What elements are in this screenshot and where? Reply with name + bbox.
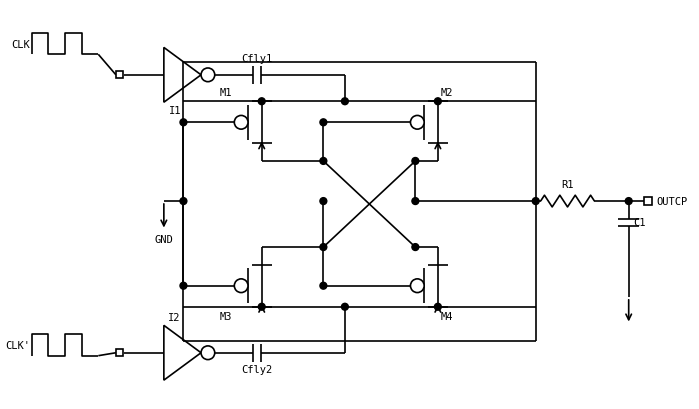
Text: M4: M4 <box>441 311 454 321</box>
Text: C1: C1 <box>633 218 646 227</box>
Circle shape <box>435 99 441 106</box>
Text: OUTCP: OUTCP <box>656 197 687 207</box>
Text: GND: GND <box>154 235 173 245</box>
Circle shape <box>180 119 187 126</box>
Text: M1: M1 <box>220 88 232 98</box>
Circle shape <box>234 279 248 293</box>
Circle shape <box>533 198 539 205</box>
Circle shape <box>180 283 187 290</box>
Text: CLK: CLK <box>11 39 30 49</box>
Text: CLK': CLK' <box>5 340 30 350</box>
Bar <box>644 198 652 205</box>
Circle shape <box>259 99 265 106</box>
Circle shape <box>410 279 424 293</box>
Circle shape <box>342 99 348 106</box>
Text: Cfly1: Cfly1 <box>241 54 273 64</box>
Circle shape <box>412 158 419 165</box>
Circle shape <box>320 119 327 126</box>
Circle shape <box>435 303 441 310</box>
Circle shape <box>201 346 215 360</box>
Circle shape <box>234 116 248 130</box>
Text: Cfly2: Cfly2 <box>241 364 273 375</box>
Circle shape <box>201 69 215 83</box>
Circle shape <box>259 303 265 310</box>
Text: I1: I1 <box>168 106 181 116</box>
Circle shape <box>410 116 424 130</box>
Circle shape <box>320 198 327 205</box>
Circle shape <box>626 198 632 205</box>
Text: R1: R1 <box>561 180 574 190</box>
Circle shape <box>180 198 187 205</box>
Circle shape <box>320 244 327 251</box>
Text: M3: M3 <box>220 311 232 321</box>
Text: M2: M2 <box>441 88 454 98</box>
Circle shape <box>412 198 419 205</box>
Text: I2: I2 <box>168 312 180 323</box>
Circle shape <box>412 244 419 251</box>
Circle shape <box>342 303 348 310</box>
Bar <box>117 349 123 356</box>
Circle shape <box>320 283 327 290</box>
Circle shape <box>320 158 327 165</box>
Bar <box>117 72 123 79</box>
